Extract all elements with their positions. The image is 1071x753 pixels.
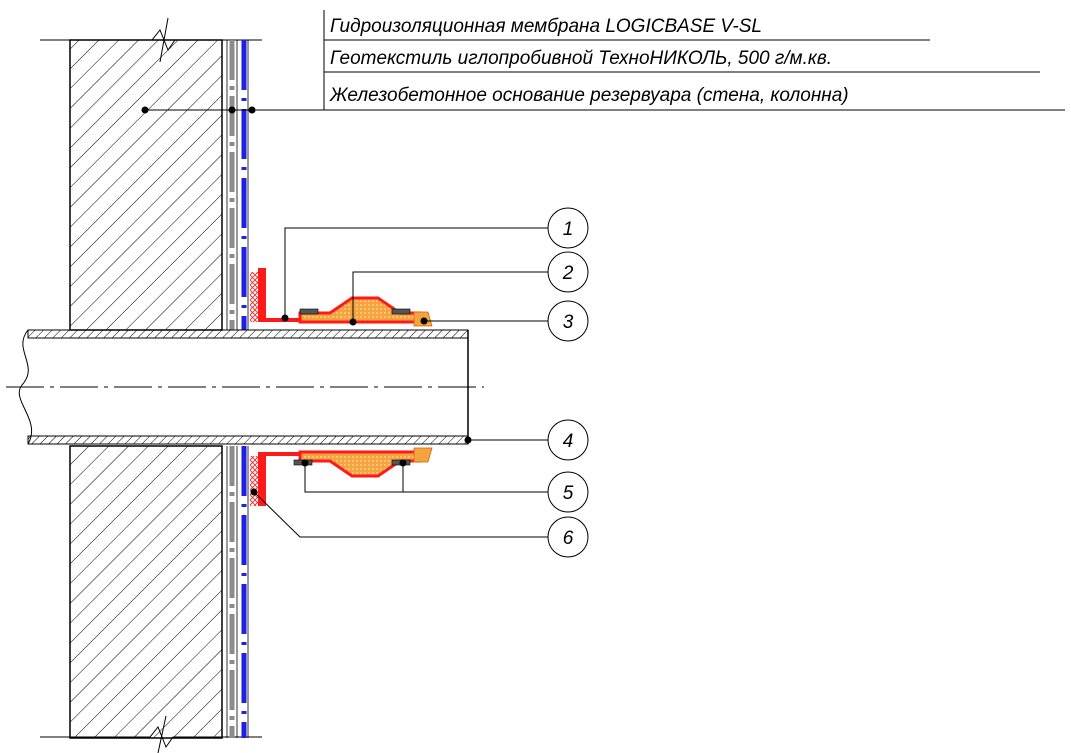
geotextile-layer (226, 40, 238, 738)
break-line-bottom (40, 715, 262, 753)
callout-number: 4 (563, 431, 574, 452)
callout-number: 3 (563, 312, 574, 333)
concrete-wall (69, 39, 223, 739)
layer-label-dots (141, 106, 256, 114)
callout-leaders (253, 227, 548, 538)
layer-label-geotextile: Геотекстиль иглопробивной ТехноНИКОЛЬ, 5… (330, 48, 832, 69)
layer-label-membrane: Гидроизоляционная мембрана LOGICBASE V-S… (330, 16, 762, 37)
upper-seal-assembly (250, 268, 433, 327)
callout-number: 5 (563, 483, 574, 504)
break-line-top (40, 17, 262, 63)
callout-number: 6 (563, 528, 574, 549)
callout-3: 3 (547, 300, 589, 342)
membrane-layer (241, 40, 249, 738)
callout-leader-dots (250, 314, 472, 496)
lower-seal-assembly (250, 447, 433, 506)
callout-number: 1 (563, 219, 574, 240)
layer-label-leaders (145, 10, 1065, 111)
callout-1: 1 (547, 207, 589, 249)
callout-number: 2 (562, 263, 574, 284)
callout-5: 5 (547, 471, 589, 513)
layer-label-concrete-base: Железобетонное основание резервуара (сте… (329, 85, 849, 106)
callout-2: 2 (547, 251, 589, 293)
callout-6: 6 (547, 516, 589, 558)
callout-4: 4 (547, 419, 589, 461)
pipe (6, 329, 484, 445)
